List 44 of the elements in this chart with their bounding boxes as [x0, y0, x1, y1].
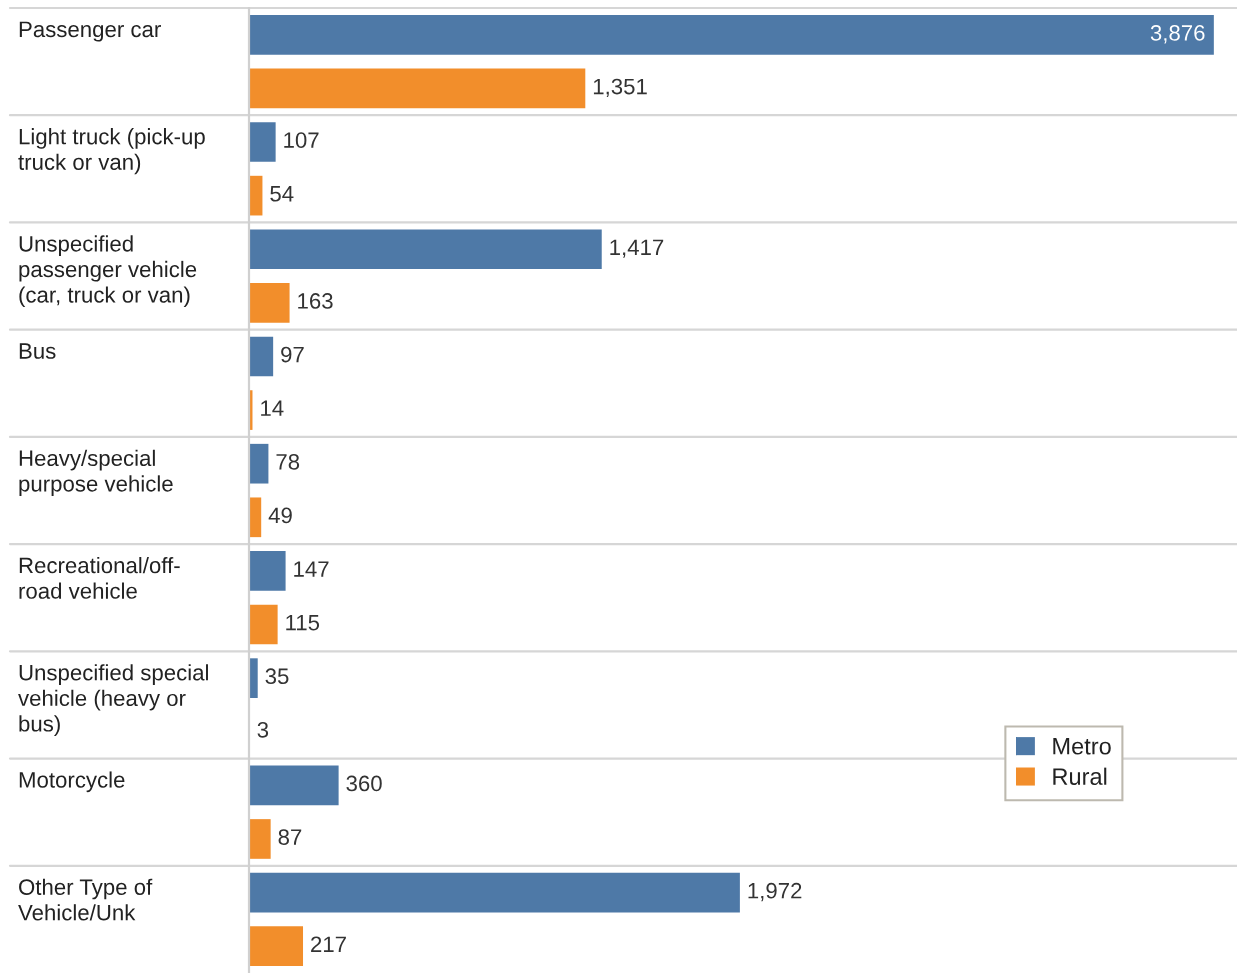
data-label: 115: [286, 614, 320, 631]
bar: [249, 229, 602, 270]
data-label: 1,972: [748, 882, 802, 902]
data-label: 35: [265, 668, 289, 685]
data-label: 107: [284, 132, 319, 148]
y-tick-label: Heavy/special purpose vehicle: [19, 449, 173, 497]
bar: [249, 122, 276, 162]
data-label: 1,417: [610, 239, 664, 258]
data-label: 3,876: [1150, 25, 1205, 44]
bar: [249, 872, 740, 913]
y-tick-label: Recreational/off-road vehicle: [19, 556, 180, 599]
y-tick-label: Passenger car: [19, 21, 161, 42]
data-label: 54: [270, 186, 294, 202]
data-label: 87: [278, 829, 302, 845]
bar: [249, 14, 1214, 55]
bar: [249, 765, 339, 806]
bar: [249, 658, 258, 698]
data-label: 97: [281, 346, 304, 363]
bar: [249, 819, 271, 859]
data-label: 3: [257, 721, 269, 738]
data-label: 78: [276, 453, 300, 470]
y-tick-label: Unspecified special vehicle (heavy or bus): [18, 664, 208, 736]
y-tick-label: Light truck (pick-up truck or van): [18, 128, 205, 175]
bar: [249, 497, 262, 538]
y-tick-label: Bus: [19, 343, 56, 359]
data-label: 49: [268, 507, 292, 524]
legend-label: Rural: [1053, 767, 1107, 785]
data-label: 147: [294, 561, 329, 577]
bar: [249, 551, 286, 591]
bar: [249, 604, 278, 645]
bar: [249, 336, 274, 377]
data-label: 217: [311, 936, 346, 952]
data-label: 1,351: [593, 78, 647, 98]
bar: [249, 283, 290, 323]
bar: [249, 68, 586, 109]
data-label: 163: [298, 293, 333, 309]
bar: [249, 443, 269, 484]
data-label: 14: [261, 400, 284, 416]
y-tick-label: Unspecified passenger vehicle (car, truck or van): [19, 235, 197, 308]
data-label: 360: [346, 775, 382, 792]
y-tick-label: Motorcycle: [19, 771, 125, 793]
bar: [249, 926, 304, 967]
y-tick-label: Other Type of Vehicle/Unk: [18, 878, 153, 921]
legend-label: Metro: [1053, 738, 1111, 755]
